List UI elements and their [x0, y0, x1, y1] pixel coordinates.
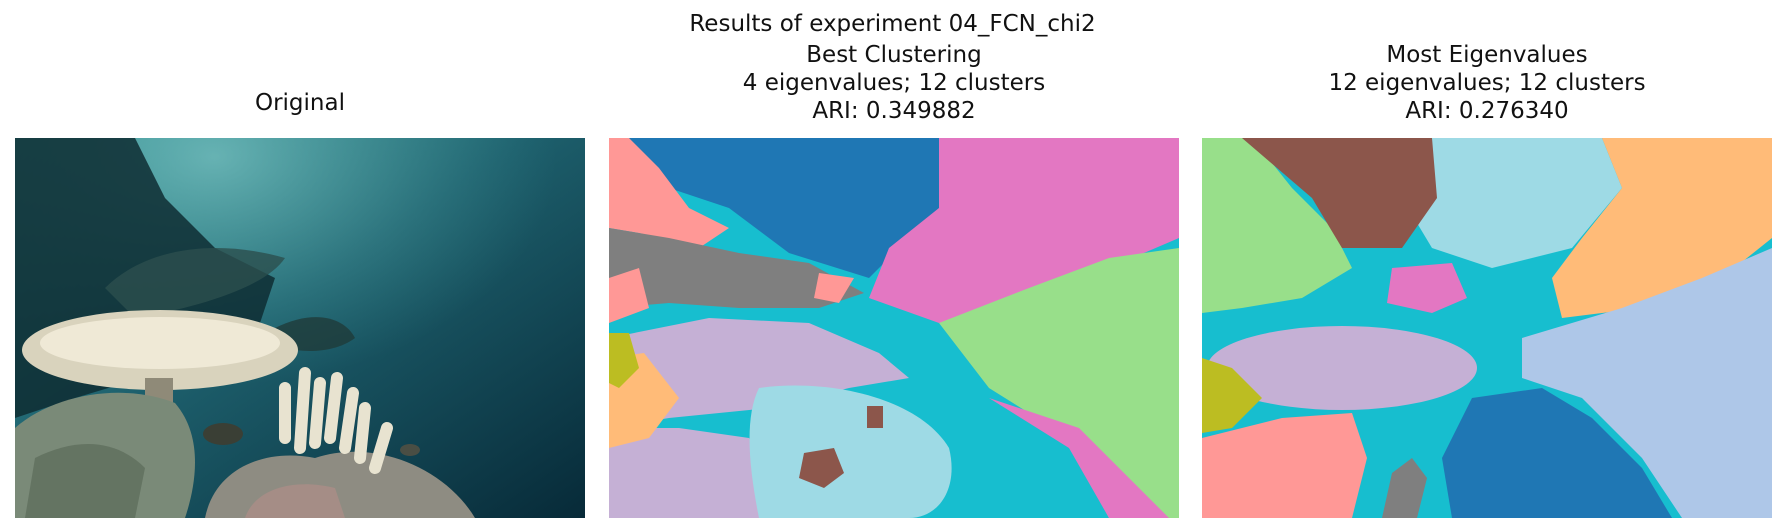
panel-best-title-line-1: Best Clustering [806, 42, 982, 68]
best-clustering-segmentation-map [609, 138, 1179, 518]
most-eigenvalues-panel [1202, 138, 1772, 518]
panel-original-title-line: Original [254, 90, 345, 116]
panel-best-title-line-2: 4 eigenvalues; 12 clusters [742, 70, 1046, 96]
panel-most-title-line-3: ARI: 0.276340 [1405, 98, 1569, 124]
figure-suptitle: Results of experiment 04_FCN_chi2 [689, 11, 1096, 37]
panel-best-clustering-title: Best Clustering 4 eigenvalues; 12 cluste… [609, 41, 1179, 125]
most-eigenvalues-segmentation-map [1202, 138, 1772, 518]
original-underwater-photo [15, 138, 585, 518]
panel-best-title-line-3: ARI: 0.349882 [812, 98, 976, 124]
panel-most-eigenvalues-title: Most Eigenvalues 12 eigenvalues; 12 clus… [1202, 41, 1772, 125]
best-clustering-panel [609, 138, 1179, 518]
original-image-panel [15, 138, 585, 518]
panel-most-title-line-2: 12 eigenvalues; 12 clusters [1328, 70, 1646, 96]
panel-original-title: Original [15, 89, 585, 117]
panel-most-title-line-1: Most Eigenvalues [1386, 42, 1588, 68]
